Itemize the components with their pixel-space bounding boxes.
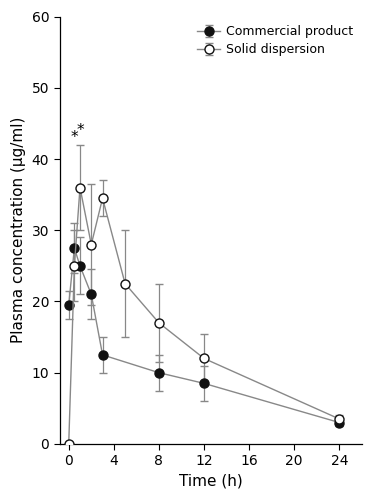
Text: *: * [76,122,84,138]
Y-axis label: Plasma concentration (μg/ml): Plasma concentration (μg/ml) [11,117,26,344]
Text: *: * [70,130,78,145]
Legend: Commercial product, Solid dispersion: Commercial product, Solid dispersion [195,23,355,59]
X-axis label: Time (h): Time (h) [179,474,243,489]
